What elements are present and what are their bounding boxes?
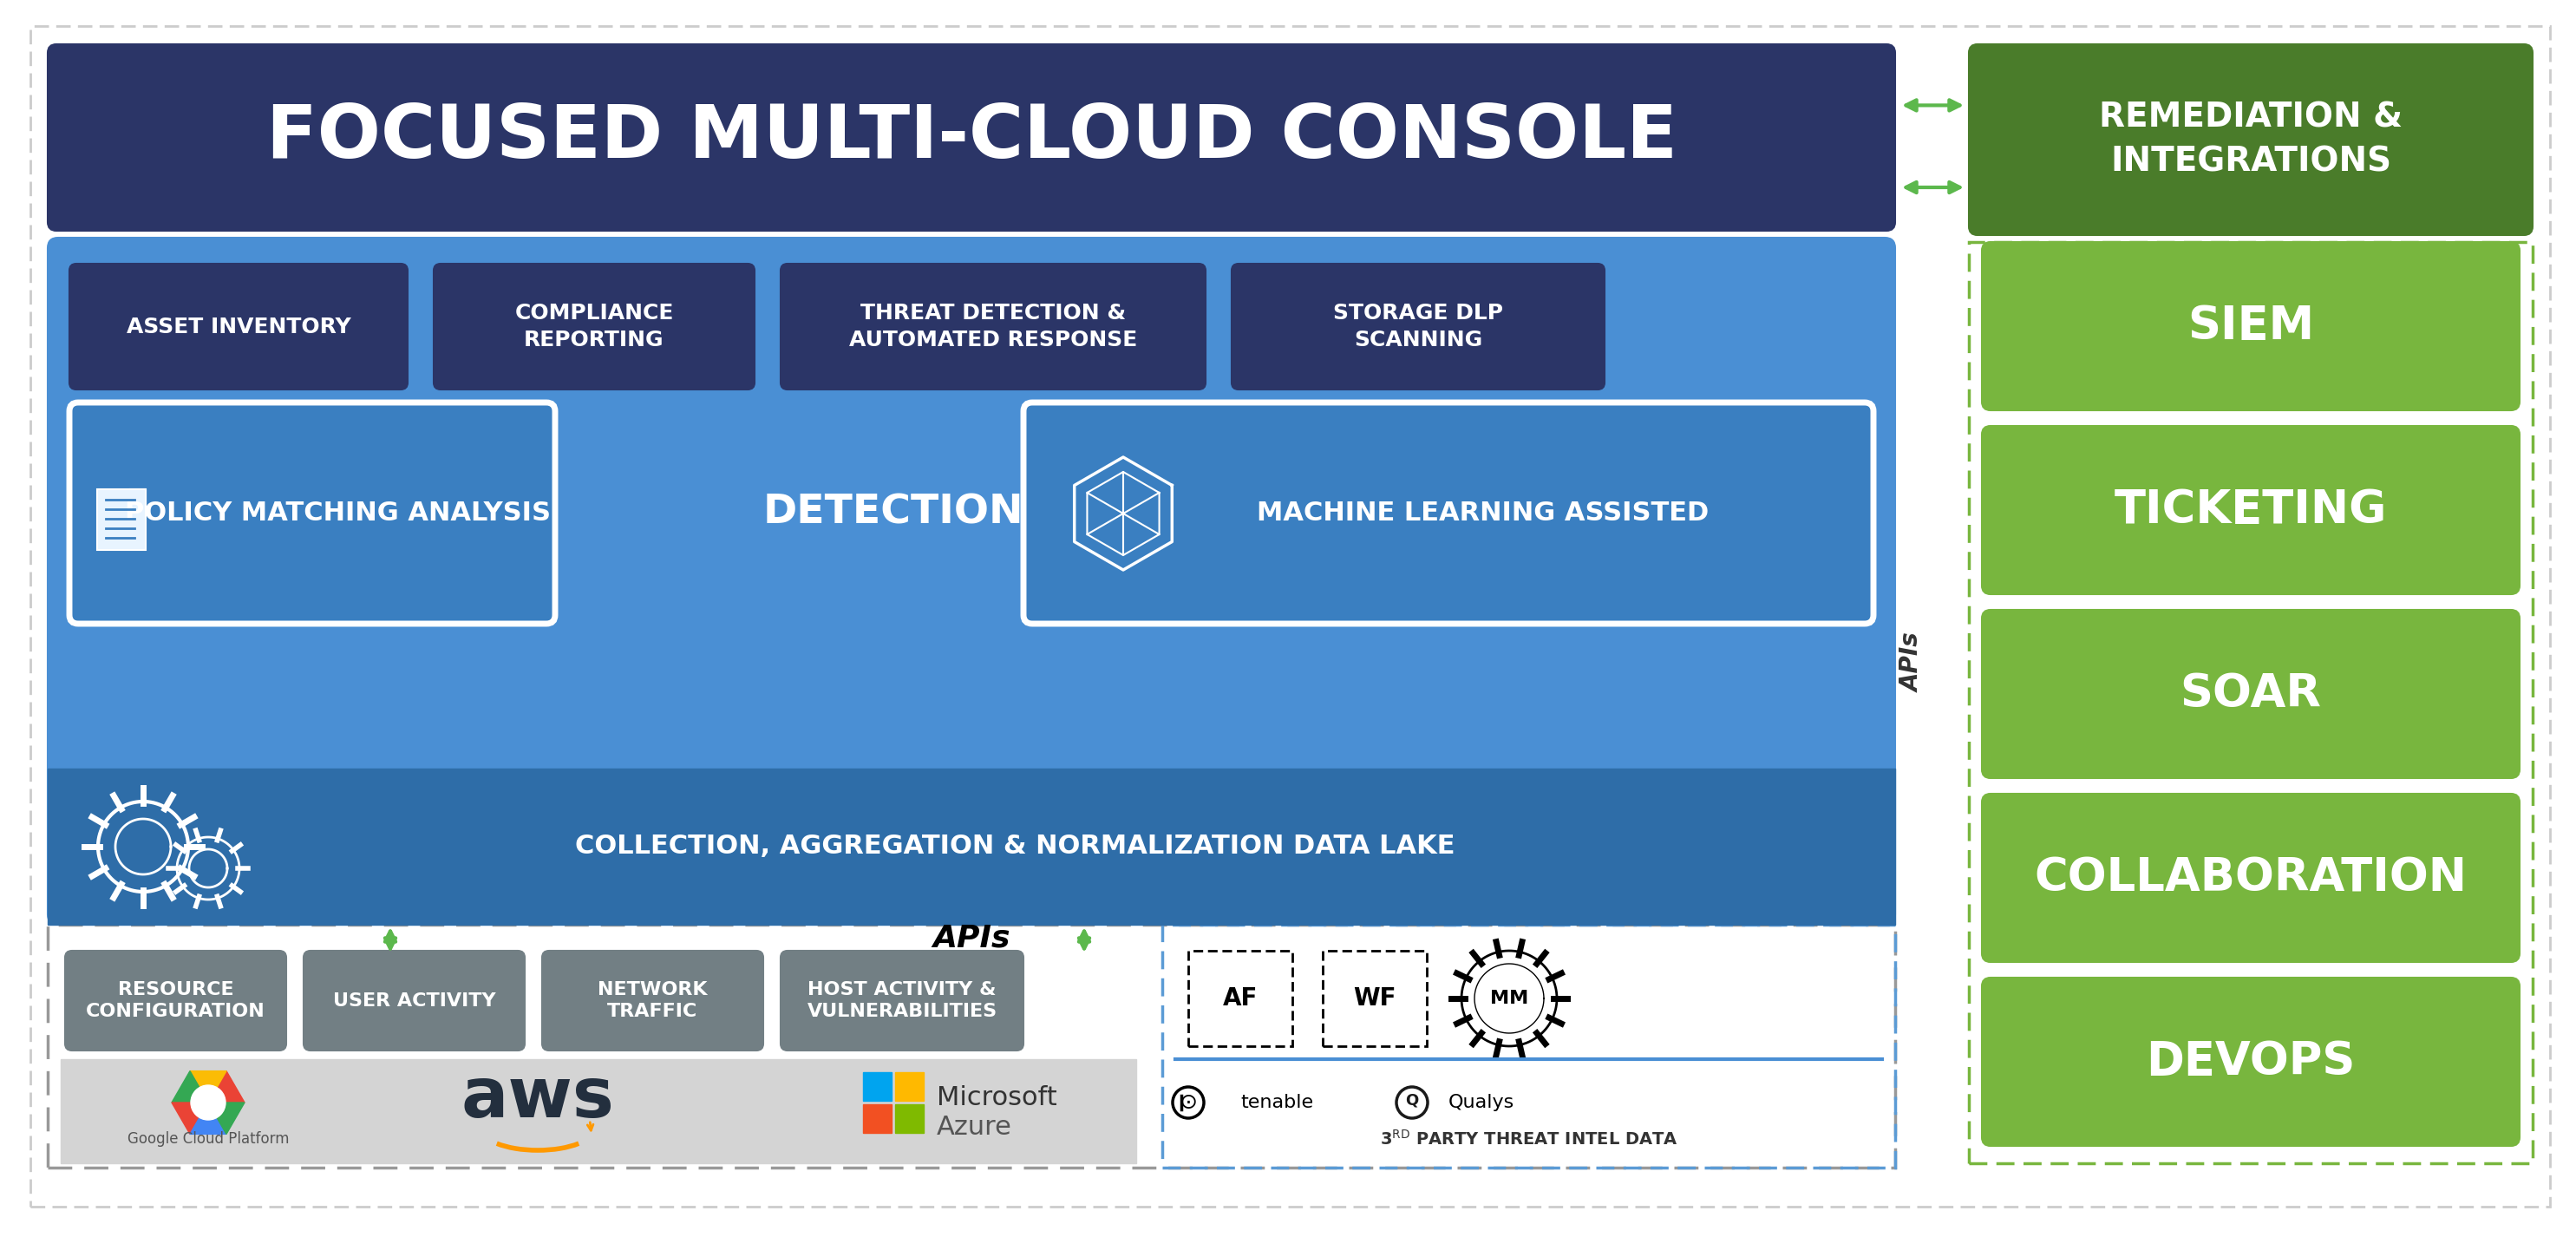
Text: STORAGE DLP
SCANNING: STORAGE DLP SCANNING	[1334, 303, 1504, 350]
Text: MM: MM	[1489, 990, 1528, 1007]
Polygon shape	[173, 1071, 209, 1102]
Text: 3$^{\rm RD}$ PARTY THREAT INTEL DATA: 3$^{\rm RD}$ PARTY THREAT INTEL DATA	[1381, 1129, 1677, 1148]
FancyBboxPatch shape	[1981, 610, 2519, 778]
Text: aws: aws	[461, 1064, 616, 1132]
Text: POLICY MATCHING ANALYSIS: POLICY MATCHING ANALYSIS	[126, 501, 551, 526]
FancyBboxPatch shape	[304, 951, 526, 1050]
Bar	[894, 1072, 925, 1101]
Text: Microsoft: Microsoft	[938, 1086, 1056, 1111]
Text: DETECTION: DETECTION	[762, 494, 1023, 533]
Text: NETWORK
TRAFFIC: NETWORK TRAFFIC	[598, 981, 708, 1021]
Text: APIs: APIs	[1901, 632, 1924, 693]
Text: DEVOPS: DEVOPS	[2146, 1039, 2354, 1085]
Bar	[863, 1105, 891, 1133]
FancyBboxPatch shape	[1981, 242, 2519, 411]
Polygon shape	[191, 1071, 227, 1102]
Text: SIEM: SIEM	[2187, 303, 2313, 349]
Text: COLLECTION, AGGREGATION & NORMALIZATION DATA LAKE: COLLECTION, AGGREGATION & NORMALIZATION …	[574, 834, 1455, 860]
Text: ASSET INVENTORY: ASSET INVENTORY	[126, 317, 350, 336]
Bar	[1162, 925, 1896, 1168]
Bar	[1321, 951, 1427, 1047]
Text: THREAT DETECTION &
AUTOMATED RESPONSE: THREAT DETECTION & AUTOMATED RESPONSE	[850, 303, 1136, 350]
Bar	[49, 925, 1896, 1168]
FancyBboxPatch shape	[1981, 977, 2519, 1145]
Bar	[1968, 242, 2532, 1163]
Circle shape	[191, 1085, 227, 1119]
Text: WF: WF	[1352, 986, 1396, 1011]
FancyBboxPatch shape	[781, 951, 1023, 1050]
FancyBboxPatch shape	[1023, 402, 1873, 623]
Bar	[49, 768, 1896, 925]
Text: Qualys: Qualys	[1448, 1094, 1515, 1111]
FancyBboxPatch shape	[1981, 426, 2519, 594]
Polygon shape	[209, 1071, 245, 1102]
Bar	[98, 490, 147, 550]
Polygon shape	[209, 1102, 245, 1134]
FancyBboxPatch shape	[49, 238, 1896, 925]
Text: COLLABORATION: COLLABORATION	[2035, 855, 2468, 901]
Text: ⊙: ⊙	[1180, 1092, 1198, 1113]
Text: Azure: Azure	[938, 1115, 1012, 1139]
Bar	[62, 1059, 1136, 1163]
Polygon shape	[191, 1102, 227, 1134]
Bar	[894, 1105, 925, 1133]
Polygon shape	[173, 1102, 209, 1134]
FancyBboxPatch shape	[541, 951, 762, 1050]
Text: HOST ACTIVITY &
VULNERABILITIES: HOST ACTIVITY & VULNERABILITIES	[806, 981, 997, 1021]
Bar	[863, 1072, 891, 1101]
Text: Q: Q	[1406, 1092, 1419, 1108]
Text: USER ACTIVITY: USER ACTIVITY	[332, 992, 495, 1009]
Text: MACHINE LEARNING ASSISTED: MACHINE LEARNING ASSISTED	[1257, 501, 1710, 526]
FancyBboxPatch shape	[1231, 263, 1605, 390]
FancyBboxPatch shape	[64, 951, 286, 1050]
Text: COMPLIANCE
REPORTING: COMPLIANCE REPORTING	[515, 303, 675, 350]
Text: REMEDIATION &
INTEGRATIONS: REMEDIATION & INTEGRATIONS	[2099, 101, 2403, 178]
FancyBboxPatch shape	[70, 402, 554, 623]
Text: APIs: APIs	[933, 923, 1010, 952]
FancyBboxPatch shape	[1981, 794, 2519, 962]
Bar	[1188, 951, 1293, 1047]
FancyBboxPatch shape	[70, 263, 407, 390]
FancyBboxPatch shape	[781, 263, 1206, 390]
Text: Google Cloud Platform: Google Cloud Platform	[126, 1131, 289, 1147]
Text: FOCUSED MULTI-CLOUD CONSOLE: FOCUSED MULTI-CLOUD CONSOLE	[265, 101, 1677, 173]
FancyBboxPatch shape	[49, 45, 1896, 231]
Text: RESOURCE
CONFIGURATION: RESOURCE CONFIGURATION	[85, 981, 265, 1021]
Text: TICKETING: TICKETING	[2115, 487, 2388, 533]
Text: SOAR: SOAR	[2179, 672, 2321, 716]
FancyBboxPatch shape	[1968, 45, 2532, 235]
FancyBboxPatch shape	[433, 263, 755, 390]
Text: tenable: tenable	[1239, 1094, 1314, 1111]
Text: AF: AF	[1224, 986, 1257, 1011]
